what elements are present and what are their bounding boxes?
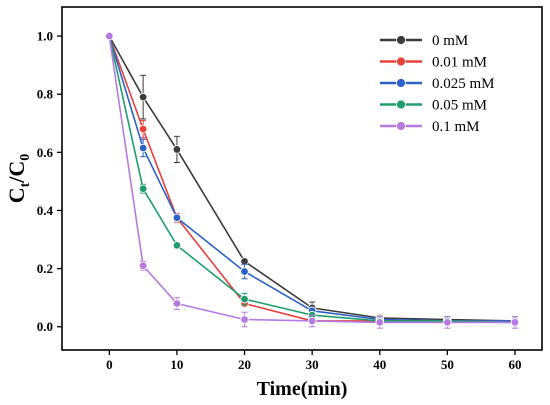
data-point: [105, 31, 114, 41]
data-point: [510, 318, 520, 327]
legend-item: 0.05 mM: [380, 98, 487, 114]
data-point: [375, 318, 384, 327]
legend-item: 0.01 mM: [380, 55, 487, 71]
y-axis-title-sub2: 0: [18, 154, 33, 161]
y-tick-label: 0.0: [37, 319, 53, 334]
legend-label: 0.1 mM: [432, 119, 480, 135]
series-line: [108, 35, 516, 324]
x-axis-title: Time(min): [257, 378, 348, 400]
data-point: [240, 267, 249, 276]
series-4: [105, 31, 520, 329]
axis-ticks: 0 10 20 30 40 50 60 0.0 0.2 0.4 0.6 0.8 1.0: [37, 29, 522, 372]
legend-marker: [396, 121, 406, 131]
y-axis-title-main: C: [4, 187, 29, 203]
legend-label: 0.01 mM: [432, 55, 487, 71]
data-point: [138, 92, 148, 102]
y-axis-title-sub1: t: [18, 182, 33, 187]
legend-marker: [396, 78, 406, 88]
legend-marker: [396, 56, 406, 67]
data-point: [240, 315, 249, 324]
y-tick-label: 0.2: [37, 261, 53, 276]
x-tick-label: 10: [170, 357, 183, 372]
data-point: [172, 299, 182, 308]
legend-item: 0.025 mM: [380, 76, 495, 92]
series-group: [105, 31, 520, 329]
data-point: [172, 241, 182, 250]
y-axis-title-slash: /C: [4, 161, 29, 184]
series-line: [108, 35, 515, 324]
legend-label: 0.025 mM: [432, 76, 495, 92]
legend-item: 0 mM: [380, 33, 468, 49]
y-tick-label: 1.0: [37, 29, 53, 44]
data-point: [172, 145, 182, 154]
legend-marker: [396, 99, 406, 110]
x-tick-label: 30: [306, 357, 319, 372]
x-tick-label: 40: [373, 357, 386, 372]
data-point: [307, 316, 317, 326]
data-point: [172, 213, 182, 222]
x-tick-label: 60: [508, 357, 521, 372]
data-point: [138, 261, 148, 270]
y-tick-label: 0.6: [37, 145, 54, 160]
legend-marker: [396, 35, 406, 45]
series-line: [108, 35, 516, 322]
data-point: [240, 294, 249, 304]
legend-label: 0.05 mM: [432, 98, 487, 114]
data-point: [443, 318, 452, 327]
data-point: [138, 184, 148, 193]
x-tick-label: 0: [106, 357, 113, 372]
data-point: [138, 143, 148, 153]
y-axis-title: Ct/C0: [4, 154, 33, 204]
x-tick-label: 50: [441, 357, 454, 372]
y-tick-label: 0.4: [37, 203, 54, 218]
legend: 0 mM 0.01 mM 0.025 mM 0.05 mM 0.1 mM: [380, 33, 495, 135]
legend-label: 0 mM: [432, 33, 468, 49]
data-point: [138, 124, 148, 134]
plot-frame: [61, 6, 543, 351]
y-tick-label: 0.8: [37, 87, 54, 102]
legend-item: 0.1 mM: [380, 119, 480, 135]
x-tick-label: 20: [238, 357, 251, 372]
